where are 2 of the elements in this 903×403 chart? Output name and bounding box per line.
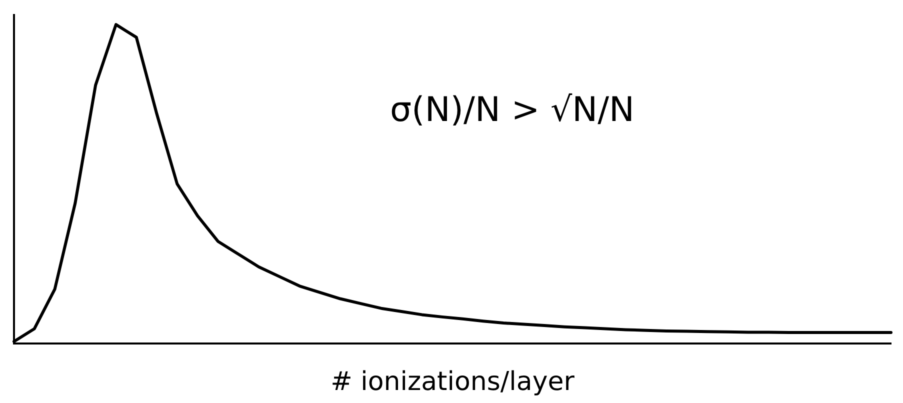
annotation: σ(N)/N > √N/N [390, 90, 634, 130]
x-axis-title: # ionizations/layer [330, 367, 575, 398]
